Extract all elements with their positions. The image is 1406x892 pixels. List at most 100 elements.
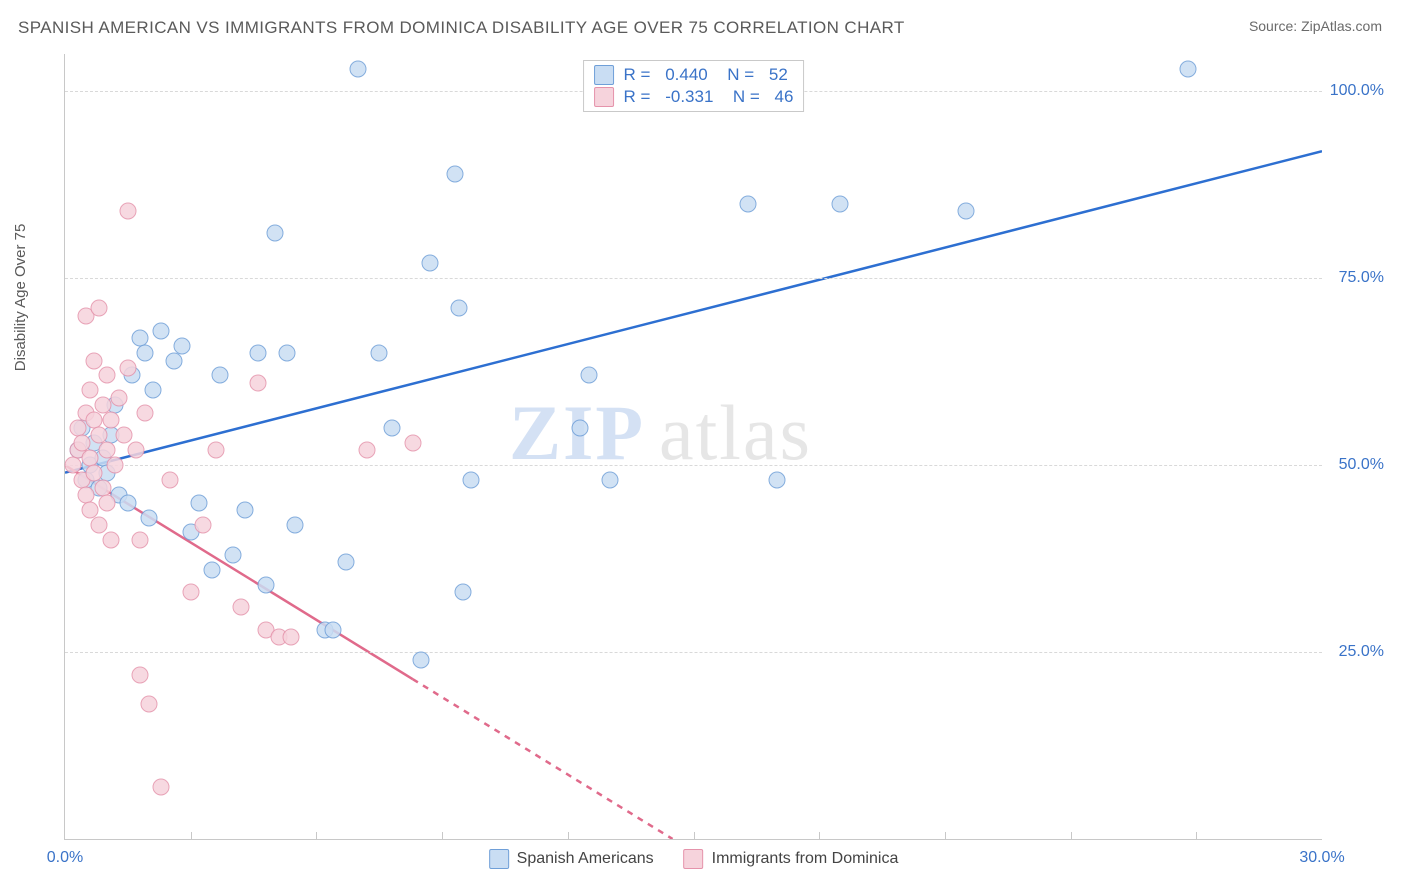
gridline-h xyxy=(65,278,1322,279)
scatter-point xyxy=(446,165,463,182)
scatter-point xyxy=(224,546,241,563)
scatter-point xyxy=(119,494,136,511)
chart-title: SPANISH AMERICAN VS IMMIGRANTS FROM DOMI… xyxy=(18,18,905,38)
scatter-point xyxy=(455,584,472,601)
scatter-point xyxy=(161,472,178,489)
scatter-point xyxy=(358,442,375,459)
x-tick-label: 30.0% xyxy=(1299,849,1344,867)
chart-container: Disability Age Over 75 ZIP atlas R = 0.4… xyxy=(18,50,1388,840)
x-tick-label: 0.0% xyxy=(47,849,83,867)
scatter-point xyxy=(195,517,212,534)
scatter-point xyxy=(232,599,249,616)
x-tick-minor xyxy=(568,832,569,840)
scatter-point xyxy=(136,345,153,362)
scatter-point xyxy=(119,203,136,220)
x-tick-minor xyxy=(1071,832,1072,840)
x-tick-minor xyxy=(316,832,317,840)
x-tick-minor xyxy=(1196,832,1197,840)
scatter-point xyxy=(325,621,342,638)
scatter-point xyxy=(136,404,153,421)
source-attribution: Source: ZipAtlas.com xyxy=(1249,18,1382,34)
scatter-point xyxy=(182,584,199,601)
watermark-atlas: atlas xyxy=(659,389,812,476)
x-tick-minor xyxy=(819,832,820,840)
scatter-point xyxy=(337,554,354,571)
legend-n-value: 52 xyxy=(769,65,788,85)
gridline-h xyxy=(65,465,1322,466)
scatter-point xyxy=(957,203,974,220)
legend-chip-dominica xyxy=(594,87,614,107)
scatter-point xyxy=(86,352,103,369)
scatter-point xyxy=(98,494,115,511)
scatter-point xyxy=(153,322,170,339)
scatter-point xyxy=(258,576,275,593)
scatter-point xyxy=(90,517,107,534)
scatter-point xyxy=(601,472,618,489)
y-tick-label: 25.0% xyxy=(1339,643,1384,661)
scatter-point xyxy=(739,195,756,212)
legend-n-label: N = xyxy=(718,65,759,85)
x-tick-minor xyxy=(442,832,443,840)
x-tick-minor xyxy=(945,832,946,840)
scatter-point xyxy=(463,472,480,489)
y-axis-label: Disability Age Over 75 xyxy=(12,224,29,372)
scatter-point xyxy=(287,517,304,534)
series-legend-item: Immigrants from Dominica xyxy=(684,849,899,869)
scatter-point xyxy=(111,389,128,406)
legend-n-value: 46 xyxy=(775,87,794,107)
scatter-point xyxy=(283,629,300,646)
scatter-point xyxy=(279,345,296,362)
scatter-point xyxy=(383,419,400,436)
scatter-point xyxy=(90,300,107,317)
scatter-point xyxy=(421,255,438,272)
scatter-point xyxy=(237,502,254,519)
series-legend-label: Immigrants from Dominica xyxy=(712,850,899,868)
scatter-point xyxy=(832,195,849,212)
plot-area: ZIP atlas R = 0.440 N = 52 R = -0.331 N … xyxy=(64,54,1322,840)
trend-line xyxy=(413,679,673,839)
scatter-point xyxy=(249,374,266,391)
gridline-h xyxy=(65,652,1322,653)
scatter-point xyxy=(140,509,157,526)
scatter-point xyxy=(249,345,266,362)
legend-chip-spanish xyxy=(594,65,614,85)
series-legend-item: Spanish Americans xyxy=(489,849,654,869)
scatter-point xyxy=(144,382,161,399)
legend-chip-dominica xyxy=(684,849,704,869)
y-tick-label: 75.0% xyxy=(1339,269,1384,287)
y-tick-label: 50.0% xyxy=(1339,456,1384,474)
scatter-point xyxy=(404,434,421,451)
scatter-point xyxy=(266,225,283,242)
scatter-point xyxy=(82,382,99,399)
legend-r-label: R = xyxy=(624,65,656,85)
scatter-point xyxy=(413,651,430,668)
x-tick-minor xyxy=(694,832,695,840)
scatter-point xyxy=(119,360,136,377)
series-legend-label: Spanish Americans xyxy=(517,850,654,868)
scatter-point xyxy=(132,666,149,683)
legend-chip-spanish xyxy=(489,849,509,869)
trend-line xyxy=(65,151,1322,472)
scatter-point xyxy=(203,561,220,578)
stats-legend: R = 0.440 N = 52 R = -0.331 N = 46 xyxy=(583,60,805,112)
legend-r-value: -0.331 xyxy=(665,87,713,107)
trend-lines-layer xyxy=(65,54,1322,839)
scatter-point xyxy=(103,531,120,548)
scatter-point xyxy=(165,352,182,369)
scatter-point xyxy=(580,367,597,384)
scatter-point xyxy=(174,337,191,354)
scatter-point xyxy=(191,494,208,511)
legend-r-label: R = xyxy=(624,87,656,107)
scatter-point xyxy=(107,457,124,474)
legend-n-label: N = xyxy=(723,87,764,107)
series-legend: Spanish Americans Immigrants from Domini… xyxy=(489,849,899,869)
y-tick-label: 100.0% xyxy=(1330,82,1384,100)
scatter-point xyxy=(450,300,467,317)
scatter-point xyxy=(103,412,120,429)
scatter-point xyxy=(769,472,786,489)
scatter-point xyxy=(153,778,170,795)
scatter-point xyxy=(128,442,145,459)
x-tick-minor xyxy=(191,832,192,840)
scatter-point xyxy=(1179,60,1196,77)
legend-r-value: 0.440 xyxy=(665,65,708,85)
